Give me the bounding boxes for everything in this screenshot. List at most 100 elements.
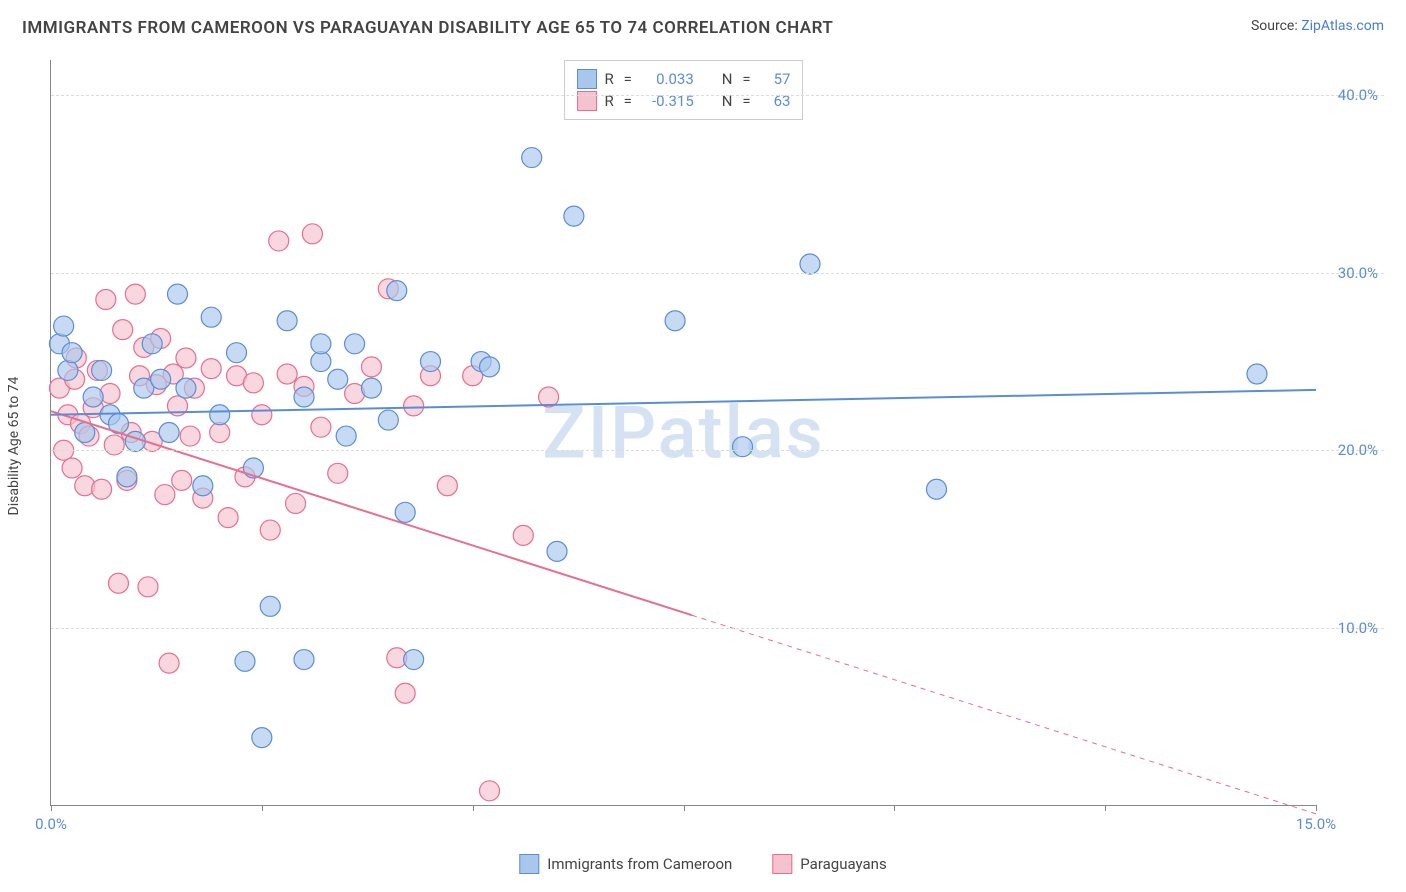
regression-line-dash-1: [692, 615, 1316, 814]
xtick: [473, 805, 474, 811]
marker-series-0: [421, 352, 441, 372]
marker-series-0: [159, 423, 179, 443]
marker-series-1: [277, 364, 297, 384]
marker-series-0: [311, 334, 331, 354]
marker-series-0: [665, 311, 685, 331]
marker-series-0: [311, 352, 331, 372]
marker-series-1: [155, 485, 175, 505]
marker-series-1: [92, 479, 112, 499]
legend-label-1: Paraguayans: [800, 855, 886, 873]
marker-series-0: [75, 423, 95, 443]
marker-series-1: [210, 423, 230, 443]
marker-series-1: [125, 284, 145, 304]
marker-series-1: [286, 493, 306, 513]
marker-series-0: [125, 431, 145, 451]
marker-series-0: [176, 378, 196, 398]
marker-series-1: [252, 405, 272, 425]
marker-series-0: [927, 479, 947, 499]
marker-series-0: [83, 387, 103, 407]
marker-series-0: [260, 596, 280, 616]
ytick-label: 20.0%: [1338, 441, 1378, 459]
xtick: [894, 805, 895, 811]
ytick-label: 40.0%: [1338, 86, 1378, 104]
xtick: [262, 805, 263, 811]
marker-series-0: [277, 311, 297, 331]
marker-series-1: [62, 458, 82, 478]
marker-series-0: [92, 360, 112, 380]
marker-series-1: [437, 476, 457, 496]
marker-series-1: [201, 359, 221, 379]
marker-series-0: [294, 650, 314, 670]
gridline-h: [51, 450, 1384, 451]
marker-series-1: [361, 357, 381, 377]
source-link[interactable]: ZipAtlas.com: [1301, 18, 1384, 34]
marker-series-1: [96, 289, 116, 309]
marker-series-1: [138, 577, 158, 597]
swatch-series-1: [577, 91, 597, 111]
regression-line-0: [51, 390, 1316, 415]
ytick-label: 10.0%: [1338, 619, 1378, 637]
marker-series-1: [480, 781, 500, 801]
marker-series-0: [193, 476, 213, 496]
marker-series-0: [480, 357, 500, 377]
marker-series-0: [328, 369, 348, 389]
marker-series-0: [142, 334, 162, 354]
marker-series-0: [168, 284, 188, 304]
plot-area: ZIPatlas R = 0.033 N = 57 R = -0.315 N =: [50, 60, 1316, 806]
source-label: Source:: [1251, 18, 1298, 34]
marker-series-1: [395, 683, 415, 703]
legend-label-0: Immigrants from Cameroon: [547, 855, 732, 873]
xtick-label: 0.0%: [35, 815, 67, 833]
marker-series-0: [522, 148, 542, 168]
marker-series-1: [404, 396, 424, 416]
marker-series-1: [328, 463, 348, 483]
equals-sign: =: [740, 70, 752, 88]
stat-r-value-0: 0.033: [642, 70, 694, 88]
stats-box: R = 0.033 N = 57 R = -0.315 N = 63: [564, 60, 804, 120]
marker-series-0: [201, 307, 221, 327]
marker-series-0: [800, 254, 820, 274]
ytick-label: 30.0%: [1338, 264, 1378, 282]
marker-series-0: [235, 651, 255, 671]
marker-series-0: [395, 502, 415, 522]
marker-series-0: [336, 426, 356, 446]
marker-series-1: [513, 525, 533, 545]
legend-swatch-1: [772, 854, 792, 874]
legend-swatch-0: [519, 854, 539, 874]
marker-series-0: [58, 360, 78, 380]
bottom-legend: Immigrants from Cameroon Paraguayans: [519, 854, 886, 874]
stats-row-series-0: R = 0.033 N = 57: [577, 69, 791, 89]
marker-series-0: [345, 334, 365, 354]
marker-series-0: [1247, 364, 1267, 384]
gridline-h: [51, 273, 1384, 274]
stat-r-label: R: [605, 70, 614, 88]
source-attribution: Source: ZipAtlas.com: [1251, 18, 1384, 34]
marker-series-0: [361, 378, 381, 398]
marker-series-0: [117, 467, 137, 487]
chart-container: Disability Age 65 to 74 ZIPatlas R = 0.0…: [22, 50, 1384, 842]
legend-item-0: Immigrants from Cameroon: [519, 854, 732, 874]
marker-series-1: [218, 508, 238, 528]
marker-series-1: [108, 573, 128, 593]
stat-n-label: N: [722, 70, 733, 88]
marker-series-1: [104, 435, 124, 455]
gridline-h: [51, 628, 1384, 629]
marker-series-0: [733, 437, 753, 457]
xtick: [684, 805, 685, 811]
xtick: [51, 805, 52, 811]
marker-series-0: [564, 206, 584, 226]
y-axis-label: Disability Age 65 to 74: [6, 377, 22, 516]
gridline-h: [51, 95, 1384, 96]
marker-series-0: [378, 410, 398, 430]
marker-series-0: [547, 541, 567, 561]
marker-series-1: [302, 224, 322, 244]
marker-series-1: [172, 470, 192, 490]
stat-n-value-0: 57: [760, 70, 790, 88]
stats-row-series-1: R = -0.315 N = 63: [577, 91, 791, 111]
marker-series-0: [227, 343, 247, 363]
marker-series-0: [294, 387, 314, 407]
swatch-series-0: [577, 69, 597, 89]
marker-series-0: [404, 650, 424, 670]
marker-series-1: [243, 373, 263, 393]
xtick: [1316, 805, 1317, 811]
